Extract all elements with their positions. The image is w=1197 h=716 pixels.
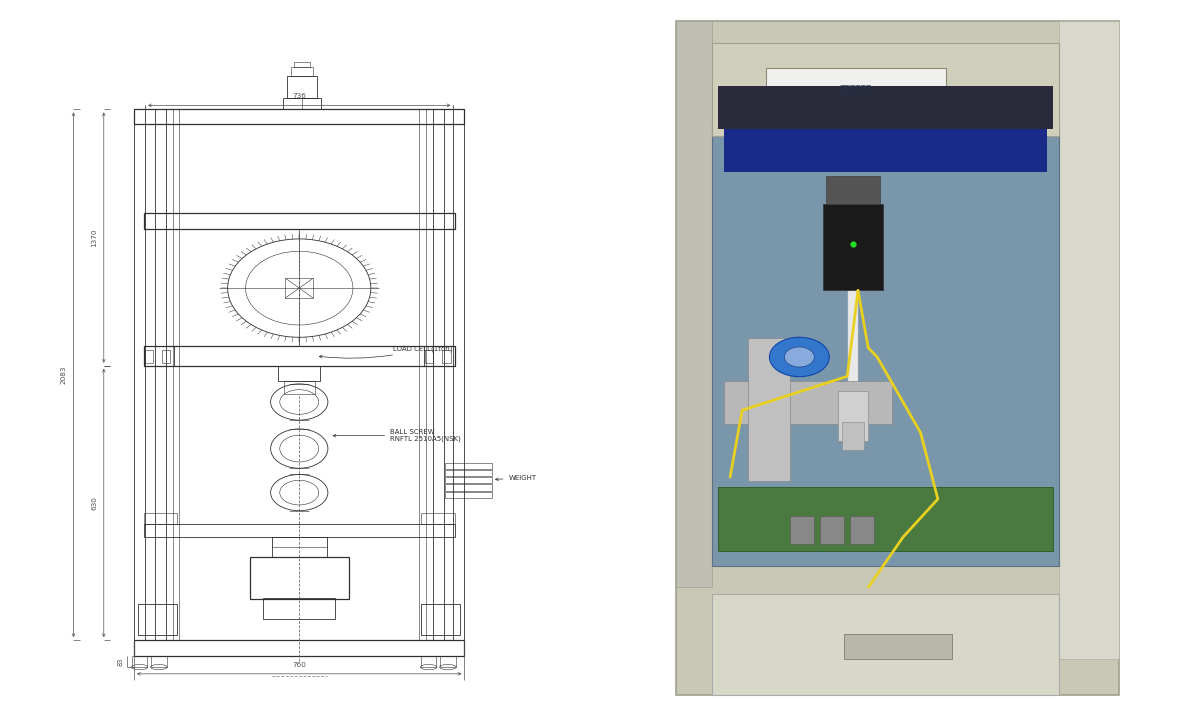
Bar <box>718 487 1053 551</box>
Bar <box>443 350 450 363</box>
Bar <box>144 346 455 366</box>
Bar <box>284 382 315 395</box>
Bar <box>724 381 892 424</box>
Text: LOAD CELL(1ton): LOAD CELL(1ton) <box>320 345 452 358</box>
Bar <box>712 122 1059 566</box>
Bar <box>421 604 460 635</box>
Text: ㎜라이트테크: ㎜라이트테크 <box>840 85 871 94</box>
Bar <box>286 279 314 298</box>
Bar <box>172 110 180 640</box>
Bar <box>445 477 492 483</box>
Bar <box>1059 21 1119 659</box>
Bar <box>162 350 170 363</box>
Text: 630: 630 <box>91 496 97 510</box>
Bar <box>718 86 1053 129</box>
Bar <box>712 43 1059 136</box>
Bar <box>154 110 166 640</box>
Bar <box>144 213 455 228</box>
Bar <box>282 98 321 110</box>
Bar <box>132 656 147 667</box>
Bar <box>820 516 844 544</box>
Bar <box>843 422 864 450</box>
Bar <box>139 604 177 635</box>
Bar <box>440 656 456 667</box>
Bar <box>144 523 455 536</box>
Ellipse shape <box>784 347 814 367</box>
Bar <box>445 463 492 469</box>
Bar <box>445 484 492 490</box>
Bar <box>849 291 858 441</box>
Ellipse shape <box>770 337 830 377</box>
Text: 83: 83 <box>117 657 123 666</box>
Bar <box>279 366 320 382</box>
Bar <box>724 122 1047 172</box>
Bar <box>425 350 433 363</box>
Bar <box>676 21 712 587</box>
Bar <box>250 557 348 599</box>
Bar <box>151 656 166 667</box>
Bar <box>134 640 464 656</box>
Bar <box>291 67 314 77</box>
Text: 736: 736 <box>292 93 306 99</box>
Text: WEIGHT: WEIGHT <box>496 475 536 480</box>
Bar <box>838 391 868 441</box>
Text: 2083: 2083 <box>61 366 67 384</box>
Bar <box>286 77 317 98</box>
Bar <box>134 110 145 640</box>
Bar <box>419 110 426 640</box>
Bar <box>850 516 874 544</box>
Bar <box>144 513 177 523</box>
Bar <box>144 346 175 366</box>
Bar <box>263 598 335 619</box>
Bar <box>454 110 464 640</box>
Text: 760: 760 <box>292 662 306 667</box>
Bar <box>826 176 880 205</box>
Bar <box>844 634 952 659</box>
Bar <box>424 346 455 366</box>
Bar <box>445 492 492 498</box>
Text: BALL SCREW
RNFTL 2510A5(NSK): BALL SCREW RNFTL 2510A5(NSK) <box>333 429 461 442</box>
Bar <box>294 62 310 67</box>
Bar <box>421 513 455 523</box>
Bar <box>824 205 883 291</box>
Bar <box>790 516 814 544</box>
Bar <box>432 110 444 640</box>
Bar <box>748 338 790 481</box>
Bar <box>272 536 327 557</box>
Bar <box>421 656 437 667</box>
Text: 1370: 1370 <box>91 228 97 247</box>
Bar <box>145 350 153 363</box>
Bar <box>712 594 1059 695</box>
Bar <box>134 110 464 124</box>
Bar <box>766 68 946 111</box>
Bar <box>676 21 1119 695</box>
Bar <box>445 470 492 476</box>
